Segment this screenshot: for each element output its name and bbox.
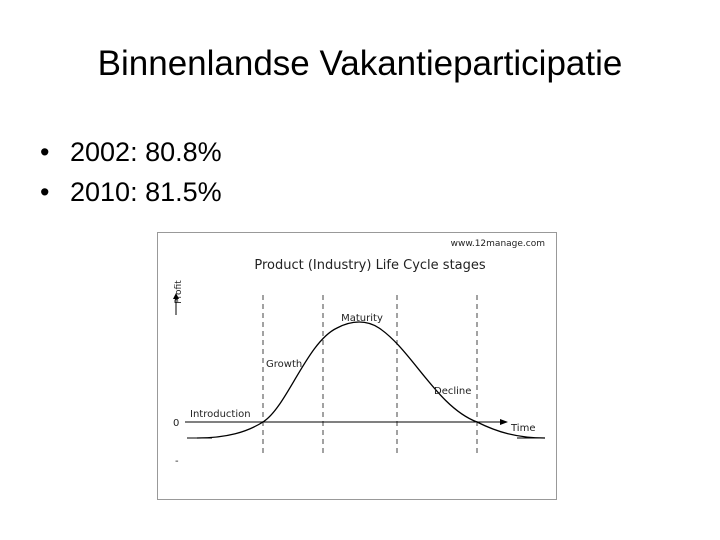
- bullet-text: 2010: 81.5%: [70, 177, 222, 207]
- zero-label: 0: [173, 418, 179, 429]
- life-cycle-diagram: www.12manage.com Product (Industry) Life…: [157, 232, 557, 500]
- bullet-text: 2002: 80.8%: [70, 137, 222, 167]
- bullet-item: • 2002: 80.8%: [40, 137, 222, 167]
- slide-title: Binnenlandse Vakantieparticipatie: [97, 44, 623, 83]
- minus-label: -: [175, 456, 179, 467]
- stage-label: Introduction: [190, 409, 251, 420]
- profit-arrowhead: [173, 293, 179, 299]
- bullet-list: • 2002: 80.8% • 2010: 81.5%: [40, 132, 222, 212]
- diagram-frame: [157, 232, 557, 500]
- stage-label: Maturity: [341, 313, 383, 324]
- diagram-title: Product (Industry) Life Cycle stages: [254, 258, 486, 273]
- stage-label: Growth: [266, 359, 302, 370]
- bullet-item: • 2010: 81.5%: [40, 177, 222, 207]
- source-url: www.12manage.com: [451, 239, 545, 249]
- time-arrowhead: [500, 419, 508, 425]
- profit-label: Profit: [174, 280, 184, 304]
- stage-label: Decline: [434, 386, 471, 397]
- life-cycle-curve: [196, 321, 546, 439]
- time-label: Time: [510, 423, 535, 434]
